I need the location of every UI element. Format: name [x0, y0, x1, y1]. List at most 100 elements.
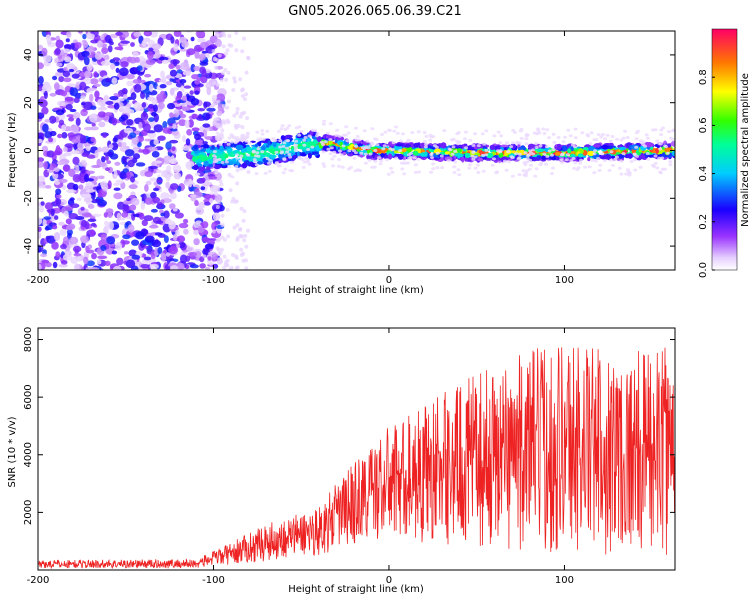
spectrogram-cell	[224, 146, 231, 149]
spectrogram-cell	[90, 191, 96, 200]
spectrogram-cell	[571, 157, 576, 160]
spectrogram-cell	[238, 77, 243, 82]
spectrogram-cell	[54, 82, 60, 91]
spectrogram-cell	[238, 114, 243, 119]
spectrogram-cell	[624, 172, 629, 176]
spectrogram-cell	[224, 160, 229, 164]
spectrogram-cell	[226, 99, 231, 104]
spectrogram-cell	[406, 161, 410, 165]
spectrogram-cell	[534, 142, 538, 145]
spectrogram-cell	[368, 144, 373, 148]
spectrogram-cell	[38, 245, 42, 253]
spectrogram-cell	[193, 65, 200, 72]
spectrogram-cell	[107, 45, 113, 53]
spectrogram-cell	[657, 156, 662, 160]
spectrogram-cell	[234, 266, 239, 270]
spectrogram-cell	[265, 152, 270, 157]
spectrogram-cell	[463, 130, 468, 134]
spectrogram-cell	[111, 117, 118, 126]
spectrogram-cell	[140, 264, 150, 269]
spectrogram-cell	[216, 247, 221, 252]
spectrogram-cell	[254, 163, 259, 167]
spectrogram-cell	[191, 127, 200, 132]
spectrogram-cell	[221, 119, 226, 124]
spectrogram-cell	[241, 258, 246, 263]
spectrogram-cell	[332, 150, 337, 154]
spectrogram-cell	[233, 199, 238, 204]
spectrogram-cell	[307, 134, 312, 138]
spectrogram-cell	[342, 151, 347, 156]
spectrogram-cell	[165, 181, 171, 189]
spectrogram-cell	[89, 113, 98, 123]
spectrogram-cell	[360, 146, 365, 150]
spectrogram-cell	[158, 209, 165, 214]
spectrogram-cell	[655, 148, 659, 154]
spectrogram-cell	[511, 141, 515, 145]
spectrogram-cell	[521, 169, 526, 173]
spectrogram-cell	[77, 31, 83, 34]
spectrogram-cell	[563, 135, 567, 139]
spectrogram-cell	[527, 167, 532, 171]
spectrogram-cell	[241, 133, 246, 137]
spectrogram-cell	[238, 233, 243, 238]
spectrogram-cell	[141, 102, 147, 108]
spectrogram-cell	[153, 104, 158, 113]
spectrogram-cell	[168, 220, 176, 230]
spectrogram-cell	[242, 36, 246, 41]
figure-title: GN05.2026.065.06.39.C21	[288, 4, 462, 19]
spectrogram-cell	[60, 260, 68, 265]
spectrogram-cell	[155, 169, 162, 174]
spectrogram-cell	[236, 123, 241, 128]
spectrogram-cell	[92, 213, 102, 217]
spectrogram-cell	[492, 157, 496, 161]
spectrogram-cell	[378, 162, 383, 166]
spectrogram-cell	[62, 236, 69, 245]
spectrogram-cell	[394, 125, 399, 129]
spectrogram-cell	[86, 170, 95, 174]
spectrogram-cell	[599, 135, 604, 139]
spectrogram-cell	[64, 56, 72, 63]
spectrogram-cell	[502, 159, 507, 163]
spectrogram-cell	[524, 137, 529, 141]
spectrogram-cell	[68, 236, 79, 245]
spectrogram-cell	[47, 169, 54, 173]
spectrogram-cell	[492, 134, 497, 138]
spectrogram-cell	[204, 243, 214, 250]
spectrogram-cell	[188, 178, 193, 188]
spectrogram-cell	[172, 233, 178, 241]
spectrogram-cell	[187, 251, 197, 257]
spectrogram-cell	[265, 157, 270, 161]
spectrogram-cell	[246, 228, 250, 233]
spectrogram-cell	[283, 167, 288, 171]
spectrogram-cell	[193, 156, 199, 161]
spectrogram-cell	[255, 151, 260, 155]
spectrogram-cell	[292, 144, 297, 147]
spectrogram-cell	[255, 130, 260, 134]
spectrogram-cell	[144, 73, 152, 78]
spectrogram-cell	[169, 87, 175, 96]
spectrogram-y-ticks: -40 -20 0 20 40	[23, 49, 675, 254]
spectrogram-cell	[445, 156, 453, 162]
spectrogram-cell	[38, 181, 44, 189]
spectrogram-cell	[38, 175, 46, 182]
spectrogram-cell	[365, 139, 370, 143]
spectrogram-cell	[90, 222, 97, 227]
spectrogram-cell	[90, 136, 96, 142]
spectrogram-cell	[211, 145, 215, 150]
spectrogram-cell	[668, 163, 673, 167]
spectrogram-cell	[476, 171, 481, 174]
spectrogram-cell	[370, 165, 375, 169]
spectrogram-cell	[524, 142, 529, 146]
spectrogram-cell	[113, 187, 121, 191]
spectrogram-cell	[91, 122, 96, 127]
spectrogram-cell	[214, 31, 219, 34]
spectrogram-cell	[453, 160, 458, 164]
spectrogram-cell	[56, 194, 62, 199]
spectrogram-cell	[515, 140, 520, 144]
spectrogram-cell	[240, 94, 245, 98]
spectrogram-cell	[100, 233, 107, 243]
spectrogram-cell	[217, 134, 221, 137]
spectrogram-y-tick-label: -40	[23, 238, 34, 254]
spectrogram-cell	[68, 213, 79, 220]
spectrogram-cell	[199, 41, 209, 49]
